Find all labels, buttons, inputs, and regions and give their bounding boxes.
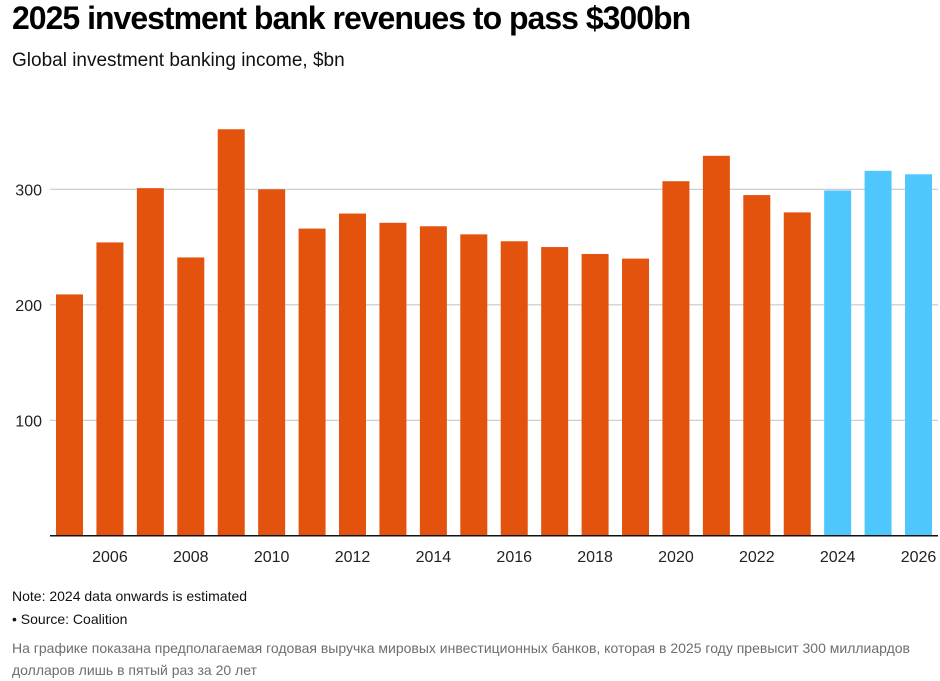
bar-2008 xyxy=(177,257,205,536)
bar-2006 xyxy=(96,242,124,536)
bar-2019 xyxy=(622,258,650,536)
y-axis-ticks: 100 200 300 xyxy=(15,182,42,430)
bars xyxy=(56,129,933,536)
bar-2009 xyxy=(217,129,245,536)
bar-2021 xyxy=(702,155,730,536)
x-tick-label: 2022 xyxy=(739,549,775,566)
bar-2013 xyxy=(379,222,407,536)
bar-2005 xyxy=(56,294,83,536)
bar-2022 xyxy=(743,195,771,536)
bar-2020 xyxy=(662,181,690,536)
chart-caption: На графике показана предполагаемая годов… xyxy=(12,640,910,678)
chart-note: Note: 2024 data onwards is estimated xyxy=(12,588,248,604)
x-tick-label: 2018 xyxy=(577,549,613,566)
bar-2023 xyxy=(783,212,811,536)
bar-2014 xyxy=(419,226,447,536)
bar-2012 xyxy=(339,213,367,536)
chart-subtitle: Global investment banking income, $bn xyxy=(12,50,345,71)
x-tick-label: 2020 xyxy=(658,549,694,566)
x-tick-label: 2006 xyxy=(92,549,128,566)
bar-2024-estimated xyxy=(824,190,852,536)
bar-2007 xyxy=(136,188,164,536)
x-tick-label: 2010 xyxy=(254,549,290,566)
bar-2026-estimated xyxy=(905,174,933,536)
x-tick-label: 2008 xyxy=(173,549,209,566)
x-tick-label: 2014 xyxy=(416,549,452,566)
x-tick-label: 2016 xyxy=(496,549,532,566)
y-tick-label: 200 xyxy=(15,298,42,315)
chart-source: • Source: Coalition xyxy=(12,611,128,627)
x-tick-label: 2026 xyxy=(901,549,937,566)
bar-2015 xyxy=(460,234,488,536)
bar-2016 xyxy=(500,241,528,536)
y-tick-label: 300 xyxy=(15,182,42,199)
x-axis-ticks: 2006 2008 2010 2012 2014 2016 2018 2020 2022 2024… xyxy=(92,549,936,566)
x-tick-label: 2024 xyxy=(820,549,856,566)
bar-2010 xyxy=(258,189,286,536)
bar-2018 xyxy=(581,253,609,536)
bar-2017 xyxy=(541,247,569,536)
y-tick-label: 100 xyxy=(15,413,42,430)
bar-2025-estimated xyxy=(864,170,892,536)
x-tick-label: 2012 xyxy=(335,549,371,566)
chart-title: 2025 investment bank revenues to pass $3… xyxy=(12,0,691,36)
bar-2011 xyxy=(298,228,326,536)
